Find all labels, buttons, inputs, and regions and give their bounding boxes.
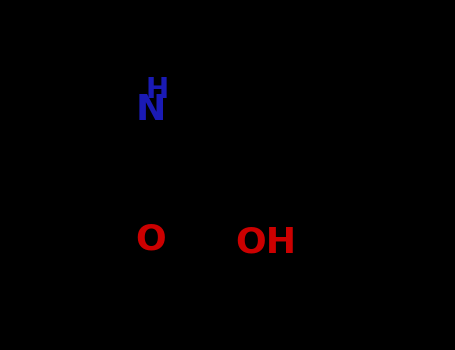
Text: N: N — [135, 93, 166, 127]
Text: H: H — [145, 76, 168, 104]
Text: OH: OH — [235, 225, 296, 259]
Text: O: O — [135, 223, 166, 257]
